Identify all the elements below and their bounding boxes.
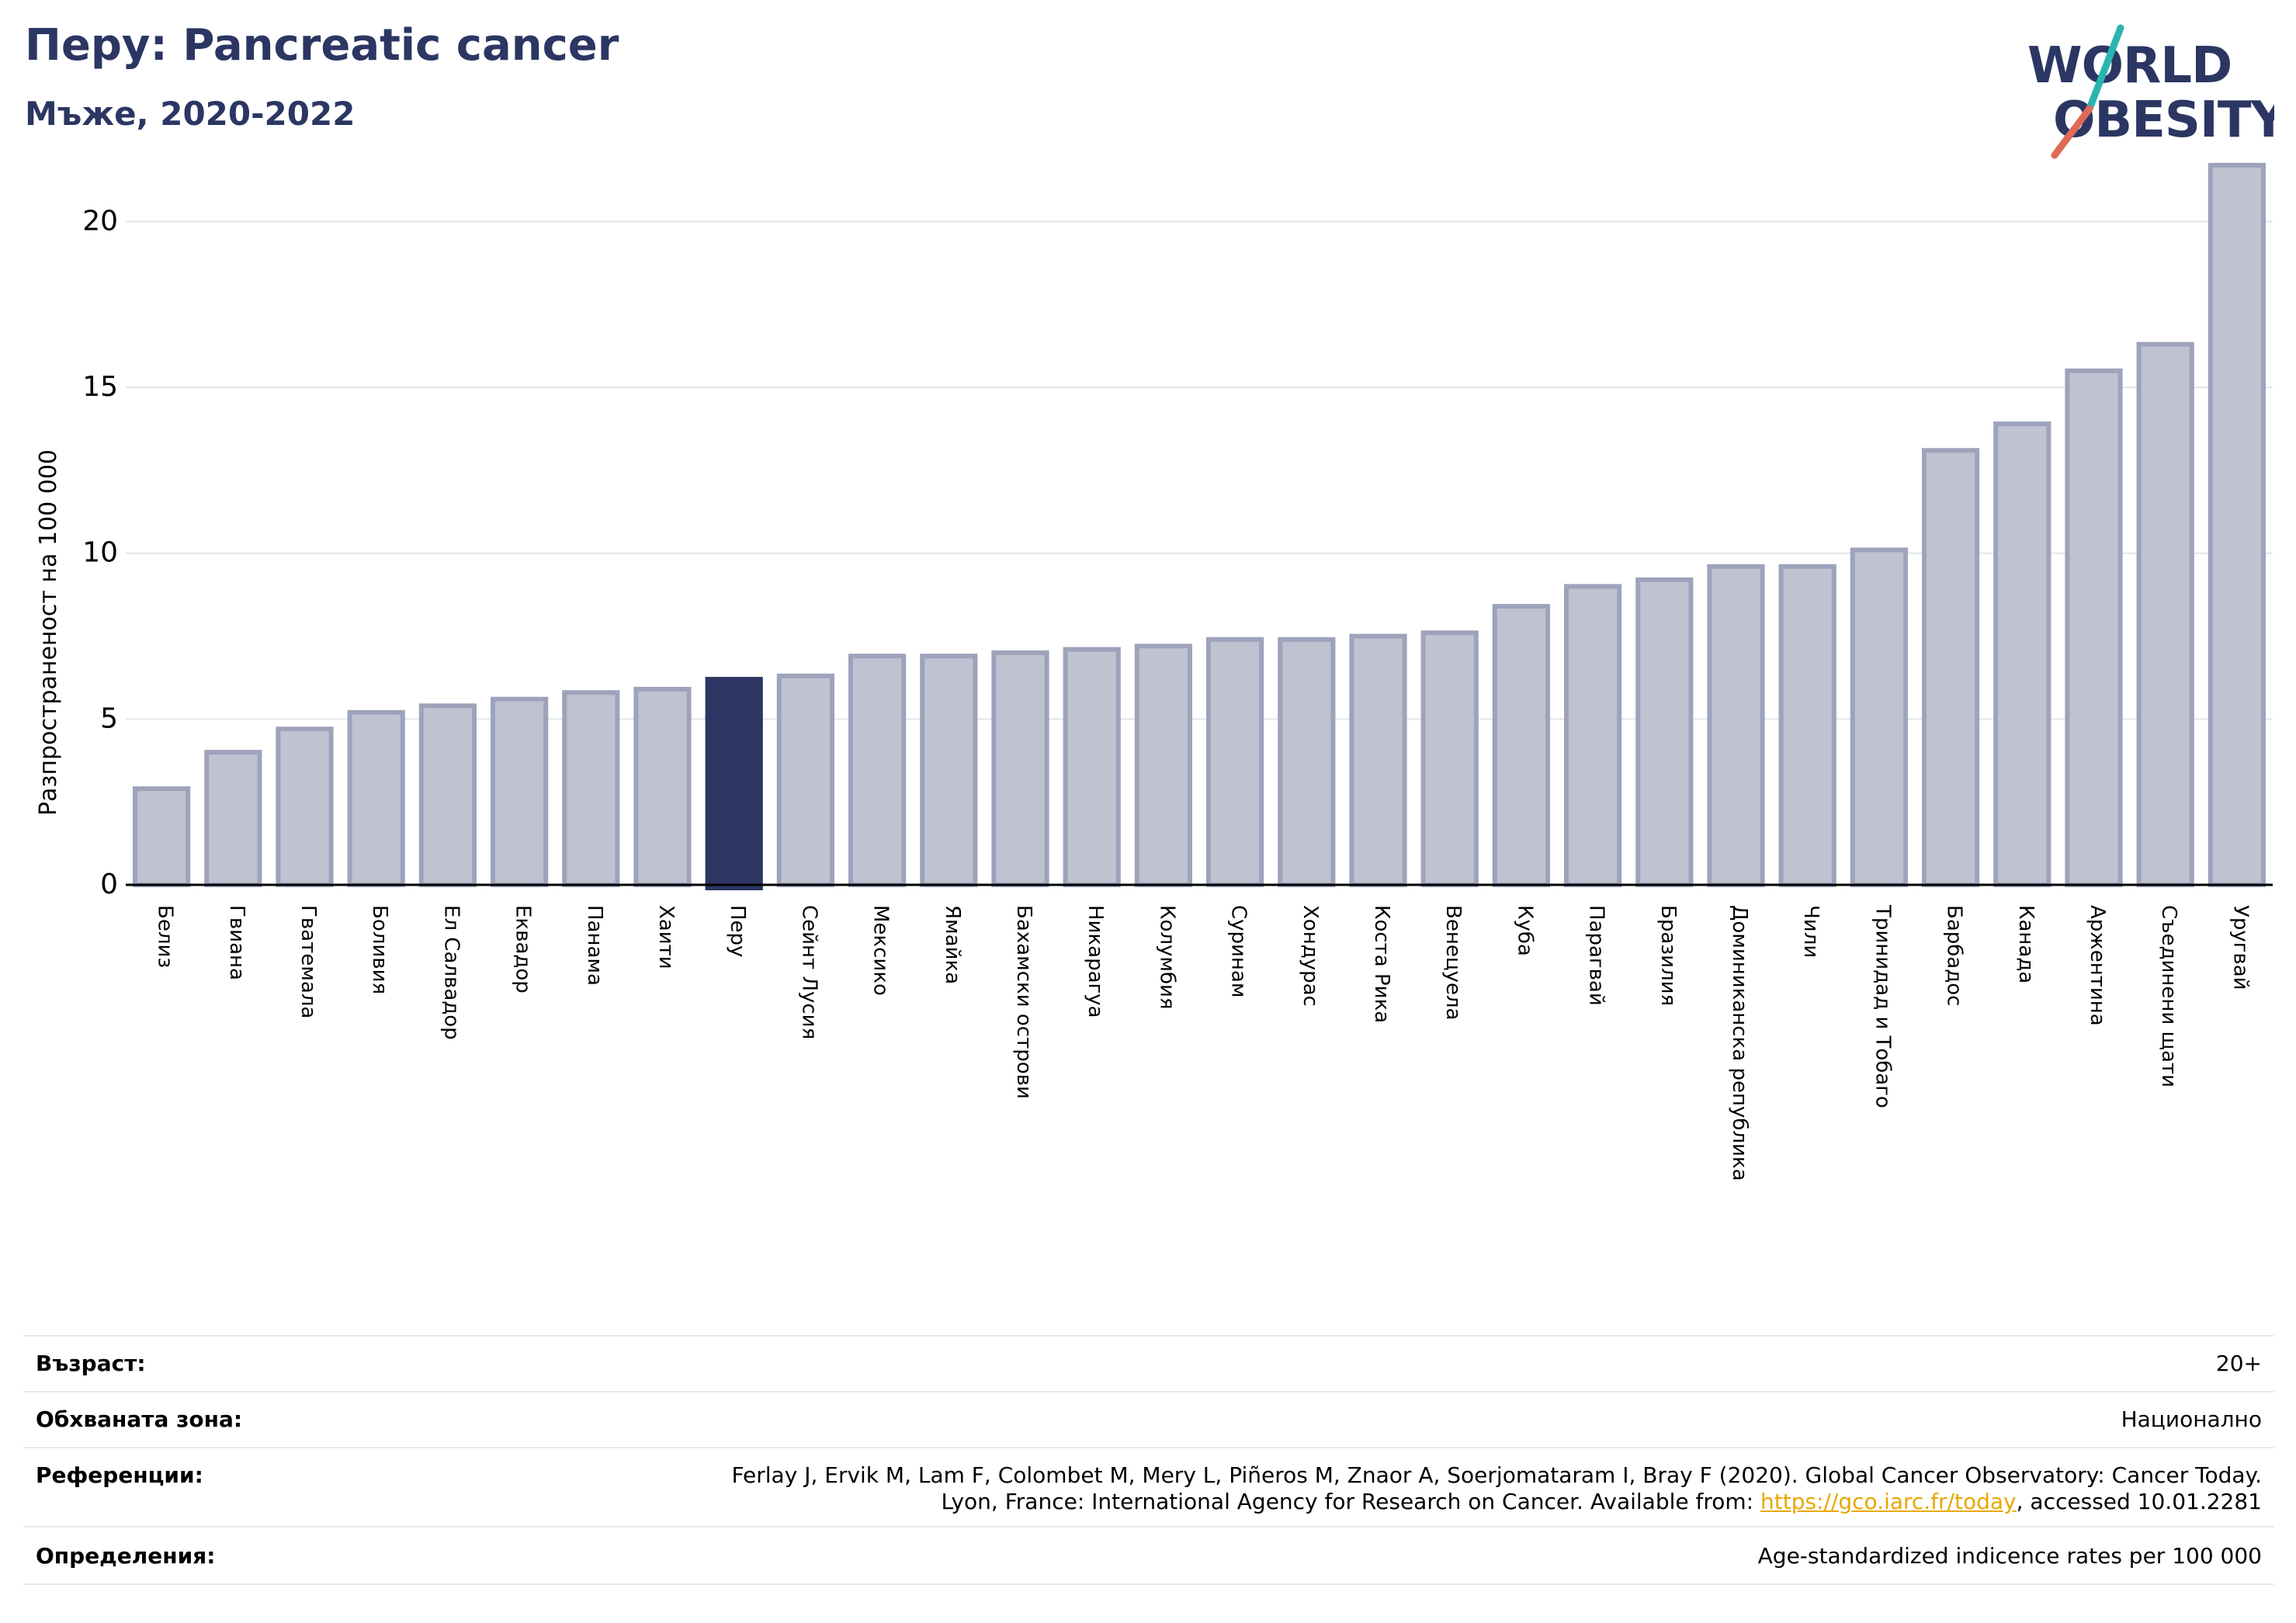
bar-29: [2208, 162, 2267, 887]
axes: 0 5 10 15 20 Белиз Гвиана Гватемала Боливия Ел Са…: [82, 205, 2273, 1181]
bar-23: [1778, 564, 1836, 887]
x-tick-label-5: Еквадор: [512, 905, 535, 994]
x-tick-label-9: Сейнт Лусия: [797, 905, 820, 1039]
bar-27: [2065, 368, 2123, 887]
bars: [132, 162, 2267, 890]
x-tick-label-22: Доминиканска република: [1728, 905, 1751, 1181]
x-tick-label-8: Перу: [726, 905, 749, 957]
x-tick-label-2: Гватемала: [297, 905, 320, 1018]
bar-24: [1850, 547, 1909, 887]
y-tick-label-5: 5: [100, 702, 118, 734]
x-tick-label-14: Колумбия: [1155, 905, 1178, 1010]
y-tick-label-10: 10: [82, 537, 118, 569]
x-tick-label-10: Мексико: [869, 905, 893, 996]
bar-chart: 0 5 10 15 20 Белиз Гвиана Гватемала Боливия Ел Са…: [35, 162, 2273, 1181]
bar-7: [633, 686, 692, 888]
bar-22: [1707, 564, 1765, 887]
bar-3: [347, 709, 405, 887]
x-tick-label-1: Гвиана: [225, 905, 248, 980]
bar-1: [204, 750, 262, 887]
logo-slash-teal: [2086, 24, 2124, 113]
chart-title: Перу: Pancreatic cancer: [25, 20, 619, 71]
x-tick-label-15: Суринам: [1227, 905, 1250, 998]
x-tick-label-25: Барбадос: [1943, 905, 1966, 1006]
x-tick-label-17: Коста Рика: [1370, 905, 1393, 1023]
bar-14: [1134, 643, 1193, 887]
info-row-age: Възраст: 20+: [23, 1335, 2274, 1391]
bar-0: [132, 786, 191, 887]
bar-11: [920, 654, 978, 887]
world-obesity-logo: WORLD OBESITY: [2027, 24, 2274, 159]
x-tick-label-28: Съединени щати: [2157, 905, 2180, 1087]
bar-20: [1563, 584, 1622, 887]
bar-2: [276, 727, 334, 887]
x-tick-label-3: Боливия: [368, 905, 391, 994]
x-tick-label-0: Белиз: [154, 905, 177, 968]
bar-9: [776, 673, 835, 887]
bar-26: [1993, 421, 2051, 887]
bar-18: [1420, 630, 1479, 887]
x-tick-label-20: Парагвай: [1585, 905, 1608, 1006]
info-row-references: Референции: Ferlay J, Ervik M, Lam F, Co…: [23, 1447, 2274, 1526]
bar-13: [1063, 647, 1121, 887]
bar-8: [705, 677, 763, 890]
x-tick-label-18: Венецуела: [1441, 905, 1465, 1020]
x-tick-label-7: Хаити: [654, 905, 678, 969]
x-tick-label-21: Бразилия: [1656, 905, 1680, 1006]
info-row-definitions: Определения: Age-standardized indicence …: [23, 1526, 2274, 1585]
bar-6: [562, 690, 620, 887]
x-tick-label-23: Чили: [1799, 905, 1823, 958]
references-label: Референции:: [36, 1462, 203, 1488]
references-line1: Ferlay J, Ervik M, Lam F, Colombet M, Me…: [731, 1462, 2262, 1488]
bar-28: [2136, 342, 2194, 887]
bar-19: [1492, 604, 1551, 887]
bar-17: [1349, 633, 1407, 888]
y-tick-label-15: 15: [82, 371, 118, 403]
definitions-label: Определения:: [36, 1543, 216, 1569]
coverage-value: Национално: [2121, 1406, 2262, 1432]
bar-16: [1278, 636, 1336, 887]
bar-21: [1635, 577, 1694, 888]
y-tick-label-20: 20: [82, 205, 118, 237]
chart-subtitle: Мъже, 2020-2022: [25, 95, 355, 133]
bar-12: [991, 650, 1049, 888]
gridlines: [126, 220, 2273, 720]
y-axis-label: Разпространеност на 100 000: [35, 449, 62, 816]
x-tick-label-6: Панама: [583, 905, 606, 986]
bar-5: [490, 696, 549, 888]
age-value: 20+: [2215, 1351, 2262, 1376]
bar-10: [848, 654, 907, 887]
info-row-coverage: Обхваната зона: Национално: [23, 1391, 2274, 1447]
bar-4: [418, 703, 477, 887]
logo-word-world: WORLD: [2027, 37, 2232, 95]
x-tick-label-24: Тринидад и Тобаго: [1871, 904, 1894, 1108]
bar-25: [1921, 448, 1980, 887]
x-tick-label-19: Куба: [1513, 905, 1536, 956]
references-line2-post: , accessed 10.01.2281: [2016, 1489, 2262, 1514]
x-tick-label-11: Ямайка: [941, 905, 964, 984]
x-tick-label-12: Бахамски острови: [1012, 905, 1035, 1099]
coverage-label: Обхваната зона:: [36, 1406, 243, 1432]
definitions-value: Age-standardized indicence rates per 100…: [1757, 1543, 2262, 1569]
logo-slash-coral: [2051, 105, 2093, 159]
bar-15: [1205, 636, 1264, 887]
references-value: Ferlay J, Ervik M, Lam F, Colombet M, Me…: [731, 1462, 2262, 1515]
references-line2-pre: Lyon, France: International Agency for R…: [941, 1489, 1760, 1514]
references-link[interactable]: https://gco.iarc.fr/today: [1760, 1489, 2017, 1514]
y-tick-label-0: 0: [100, 869, 118, 900]
x-tick-label-26: Канада: [2014, 905, 2038, 983]
x-tick-label-4: Ел Салвадор: [439, 905, 463, 1040]
x-tick-label-16: Хондурас: [1299, 905, 1322, 1007]
x-tick-label-27: Аржентина: [2086, 905, 2109, 1026]
x-tick-label-13: Никарагуа: [1084, 905, 1107, 1018]
x-tick-label-29: Уругвай: [2228, 905, 2252, 990]
age-label: Възраст:: [36, 1351, 146, 1376]
